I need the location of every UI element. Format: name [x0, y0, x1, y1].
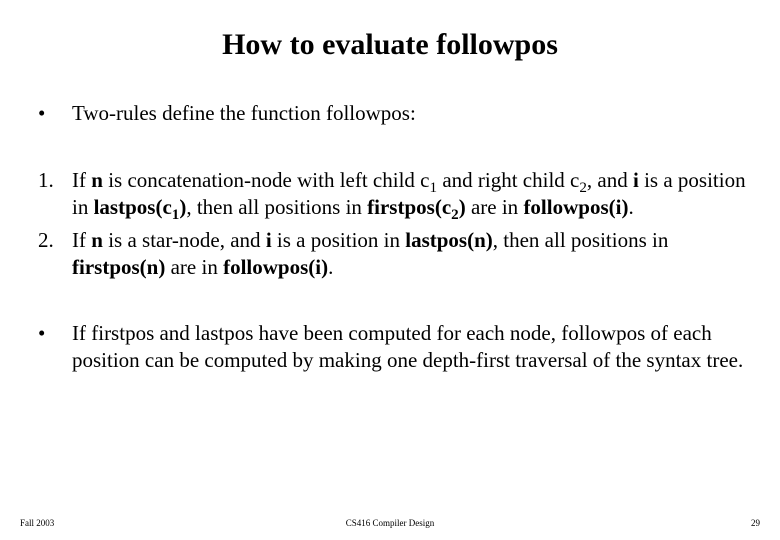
- bullet-mark: •: [38, 320, 72, 347]
- bullet-conclusion-text: If firstpos and lastpos have been comput…: [72, 320, 760, 374]
- rule-1: 1. If n is concatenation-node with left …: [38, 167, 760, 221]
- slide-body: • Two-rules define the function followpo…: [38, 100, 760, 374]
- bullet-conclusion: • If firstpos and lastpos have been comp…: [38, 320, 760, 374]
- footer-right: 29: [751, 518, 760, 528]
- rule-2-text: If n is a star-node, and i is a position…: [72, 227, 760, 281]
- bullet-mark: •: [38, 100, 72, 127]
- slide: How to evaluate followpos • Two-rules de…: [0, 0, 780, 540]
- bullet-intro-text: Two-rules define the function followpos:: [72, 100, 760, 127]
- slide-title: How to evaluate followpos: [0, 28, 780, 62]
- rules-list: 1. If n is concatenation-node with left …: [38, 167, 760, 281]
- rule-2: 2. If n is a star-node, and i is a posit…: [38, 227, 760, 281]
- bullet-intro: • Two-rules define the function followpo…: [38, 100, 760, 127]
- footer-center: CS416 Compiler Design: [0, 518, 780, 528]
- rule-1-text: If n is concatenation-node with left chi…: [72, 167, 760, 221]
- rule-2-number: 2.: [38, 227, 72, 254]
- rule-1-number: 1.: [38, 167, 72, 194]
